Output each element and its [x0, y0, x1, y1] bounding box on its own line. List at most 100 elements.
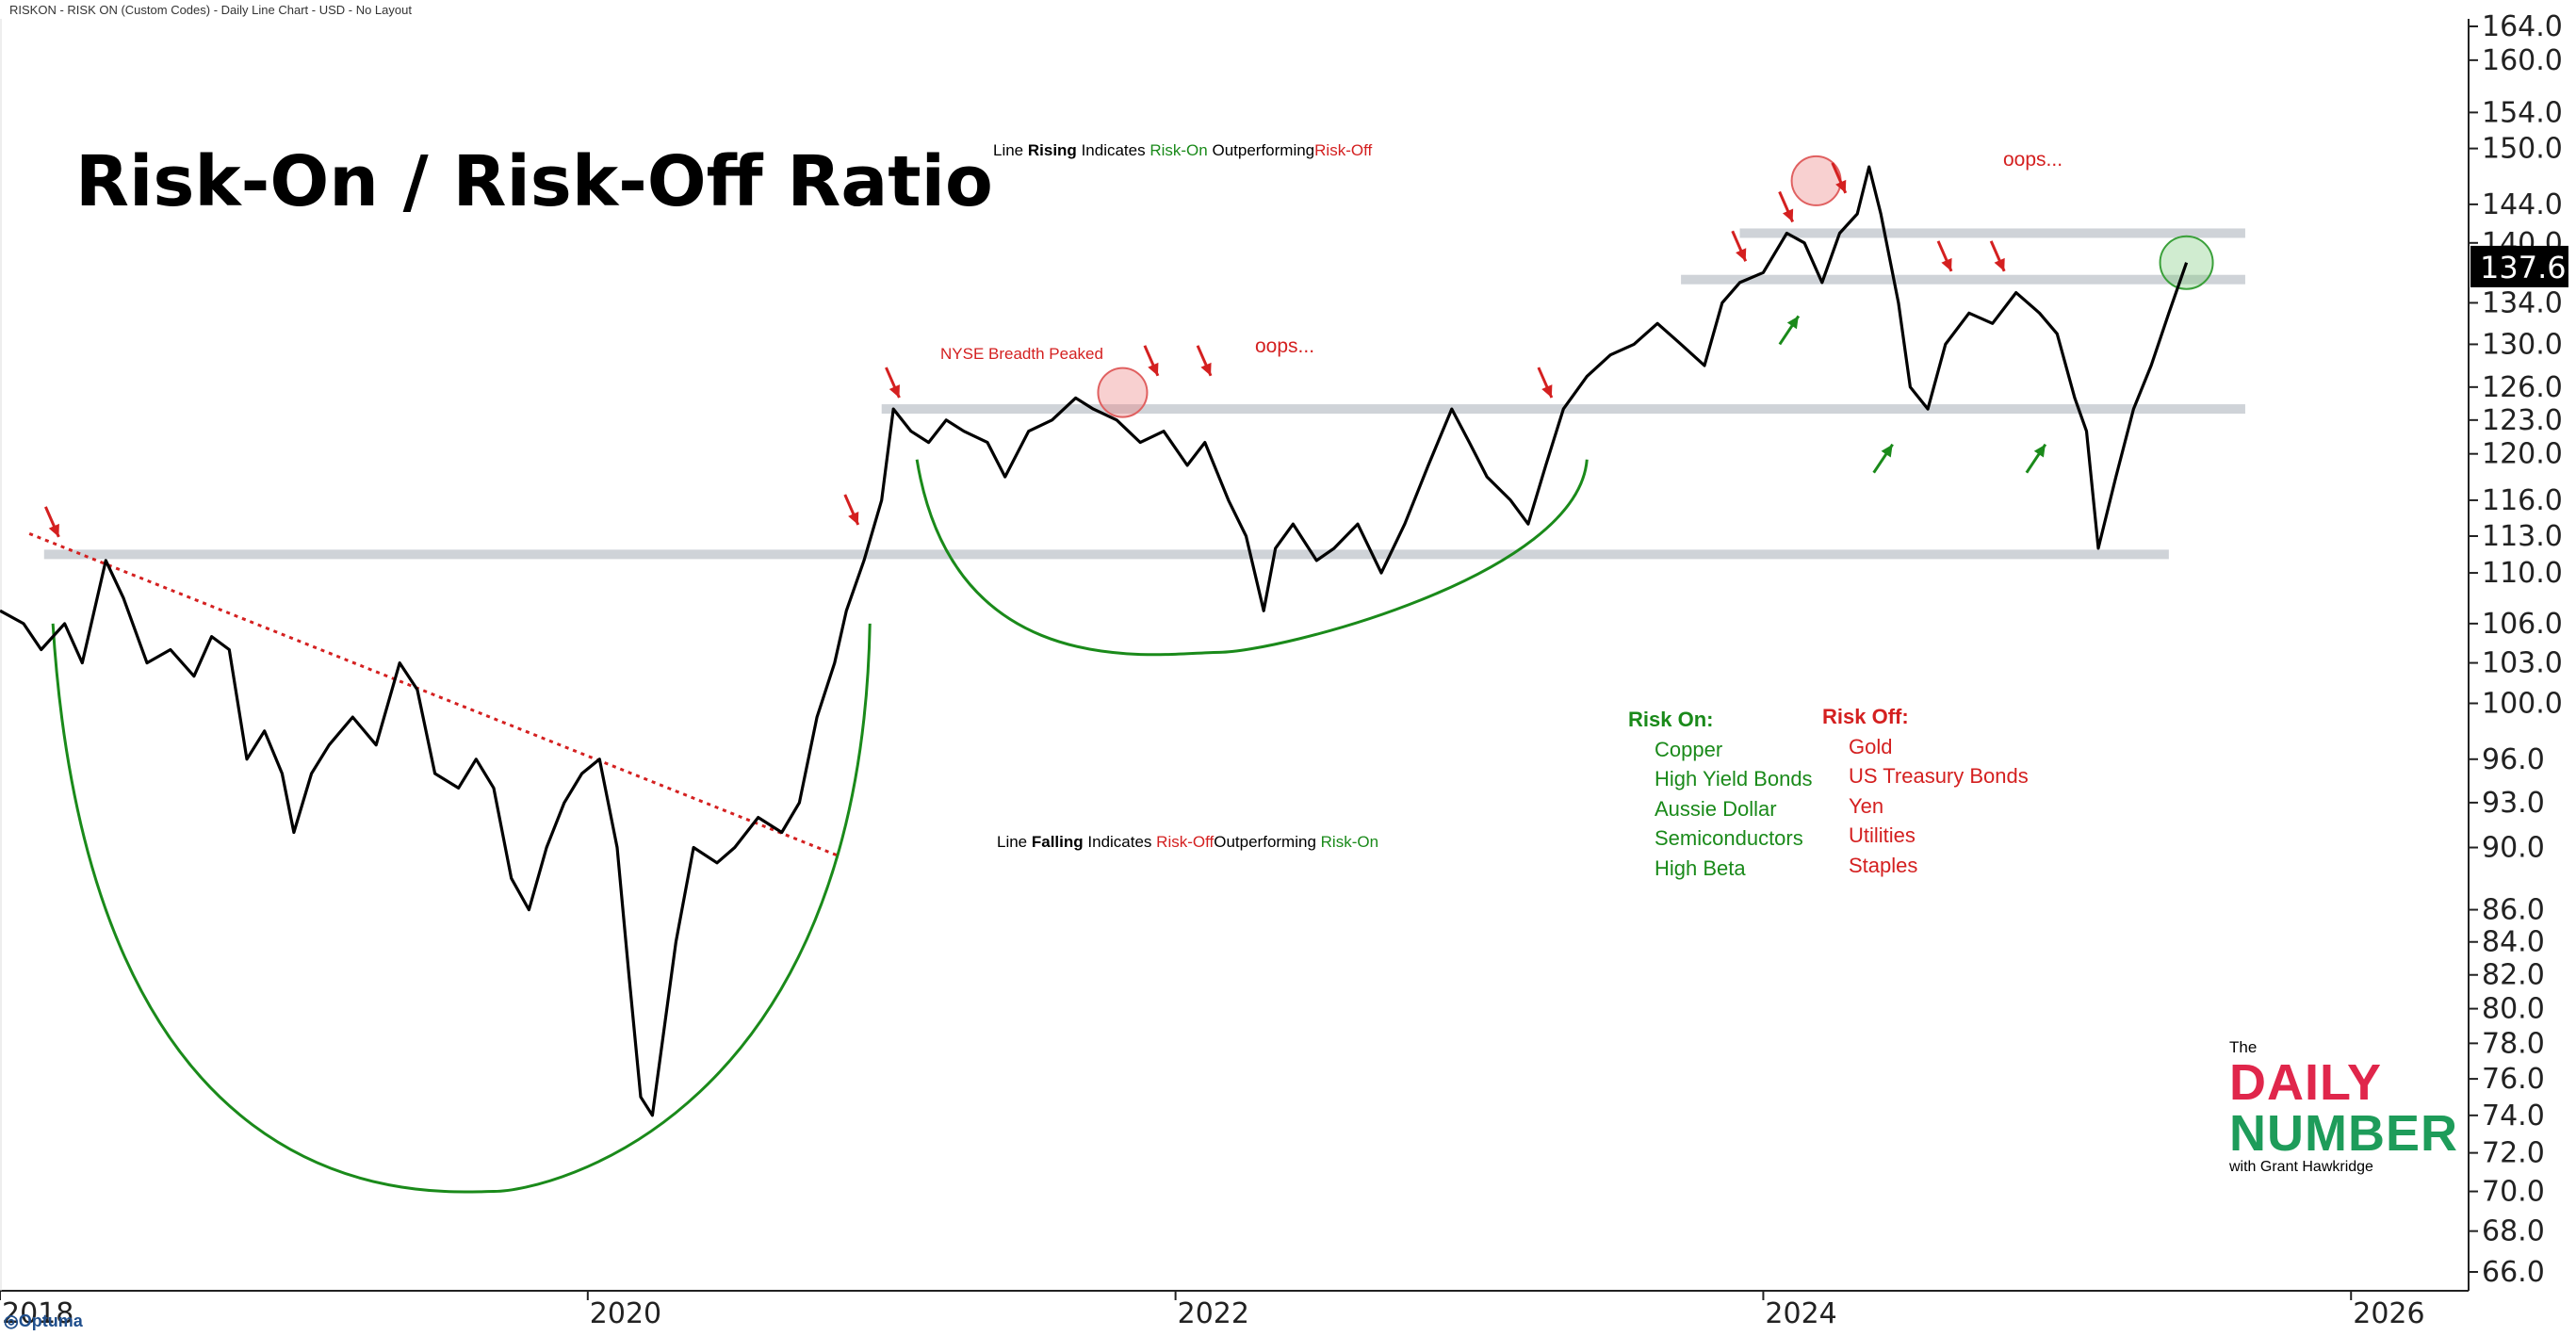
- legend-risk-on-title: Risk On:: [1628, 708, 1714, 731]
- level-band: [1739, 228, 2245, 238]
- legend-item: Utilities: [1849, 823, 1916, 847]
- page-title: Risk-On / Risk-Off Ratio: [75, 141, 993, 222]
- x-tick-label: 2026: [2353, 1297, 2424, 1330]
- note-falling-word-riskon: Risk-On: [1320, 833, 1379, 851]
- optuma-icon: ◎: [4, 1312, 19, 1330]
- red-arrow-head: [1200, 362, 1212, 376]
- red-arrow: [1989, 240, 2006, 272]
- x-axis: 2018 2020 2022 2024 2026: [0, 1291, 2425, 1330]
- nyse-breadth-annotation: NYSE Breadth Peaked: [940, 345, 1103, 363]
- y-tick-label: 76.0: [2482, 1063, 2545, 1096]
- red-arrow: [44, 506, 60, 538]
- trendline: [28, 532, 841, 858]
- note-rising-word-riskon: Risk-On: [1149, 141, 1208, 159]
- y-axis: 164.0160.0154.0150.0144.0140.0134.0130.0…: [2469, 10, 2563, 1289]
- green-arrow-head: [1881, 444, 1893, 458]
- note-falling-word-indicates: Indicates: [1087, 833, 1152, 851]
- x-tick-label: 2018: [2, 1297, 73, 1330]
- y-tick-label: 164.0: [2482, 10, 2563, 43]
- oops-label-2021: oops...: [1255, 335, 1315, 357]
- y-tick-label: 93.0: [2482, 787, 2545, 820]
- red-arrow: [1537, 367, 1554, 399]
- note-falling-word-outperforming: Outperforming: [1214, 833, 1316, 851]
- red-arrow: [1831, 162, 1848, 194]
- red-arrow-head: [48, 523, 59, 537]
- arrows-group: [44, 162, 2047, 538]
- rounding-arcs: [51, 459, 1589, 1194]
- y-tick-label: 106.0: [2482, 608, 2563, 641]
- y-tick-label: 134.0: [2482, 286, 2563, 319]
- green-arrow-head: [2033, 444, 2046, 458]
- y-tick-label: 123.0: [2482, 404, 2563, 437]
- red-arrow-head: [848, 512, 859, 525]
- rounding-arc: [915, 459, 1589, 657]
- logo-number: NUMBER: [2229, 1105, 2458, 1162]
- red-arrow: [1778, 190, 1794, 223]
- green-arrow: [2025, 443, 2047, 474]
- y-tick-label: 100.0: [2482, 688, 2563, 721]
- note-falling-word-falling: Falling: [1031, 833, 1084, 851]
- ratio-line: [0, 165, 2189, 1117]
- note-rising-word-line: Line: [993, 141, 1024, 159]
- oops-circle: [1097, 367, 1149, 418]
- red-arrow: [1731, 230, 1748, 262]
- legend-item: High Yield Bonds: [1655, 767, 1813, 790]
- note-rising: Line Rising Indicates Risk-On Outperform…: [993, 141, 1372, 160]
- red-arrow-head: [1148, 362, 1159, 376]
- legend-item: Copper: [1655, 737, 1723, 761]
- y-tick-label: 120.0: [2482, 438, 2563, 471]
- red-arrow: [843, 494, 860, 526]
- y-tick-label: 113.0: [2482, 520, 2563, 553]
- x-tick-label: 2020: [590, 1297, 661, 1330]
- x-tick-label: 2024: [1765, 1297, 1836, 1330]
- red-arrow: [1196, 345, 1213, 377]
- y-tick-label: 66.0: [2482, 1256, 2545, 1289]
- y-tick-label: 96.0: [2482, 743, 2545, 776]
- optuma-label: Optuma: [18, 1312, 83, 1330]
- red-arrow: [1936, 240, 1953, 272]
- note-falling-word-riskoff: Risk-Off: [1156, 833, 1215, 851]
- legend-item: US Treasury Bonds: [1849, 764, 2029, 788]
- note-rising-word-indicates: Indicates: [1081, 141, 1146, 159]
- red-arrow-head: [1941, 257, 1952, 271]
- red-arrow: [885, 367, 901, 399]
- y-tick-label: 84.0: [2482, 926, 2545, 959]
- legend-risk-off-title: Risk Off:: [1822, 705, 1909, 728]
- note-rising-word-rising: Rising: [1027, 141, 1077, 159]
- oops-label-2024: oops...: [2003, 149, 2063, 171]
- green-arrow-head: [1786, 316, 1799, 330]
- legend-risk-off: Risk Off: Gold US Treasury Bonds Yen Uti…: [1822, 702, 2029, 880]
- legend-item: High Beta: [1655, 855, 1746, 880]
- green-arrow: [1778, 315, 1801, 346]
- legend-risk-on: Risk On: Copper High Yield Bonds Aussie …: [1628, 705, 1813, 883]
- y-tick-label: 154.0: [2482, 96, 2563, 129]
- red-arrow-head: [1782, 208, 1794, 222]
- y-tick-label: 103.0: [2482, 647, 2563, 680]
- y-tick-label: 130.0: [2482, 328, 2563, 361]
- level-band: [43, 549, 2169, 560]
- y-tick-label: 110.0: [2482, 557, 2563, 590]
- logo-daily: DAILY: [2229, 1054, 2383, 1111]
- red-arrow-head: [1541, 384, 1553, 399]
- trendline-group: [28, 532, 841, 858]
- y-tick-label: 116.0: [2482, 484, 2563, 517]
- y-tick-label: 72.0: [2482, 1137, 2545, 1170]
- last-value-box: [2470, 245, 2568, 287]
- note-falling: Line Falling Indicates Risk-OffOutperfor…: [997, 833, 1378, 852]
- y-tick-label: 86.0: [2482, 894, 2545, 927]
- y-tick-label: 78.0: [2482, 1027, 2545, 1060]
- legend-item: Semiconductors: [1655, 826, 1803, 850]
- x-tick-label: 2022: [1178, 1297, 1249, 1330]
- y-tick-label: 144.0: [2482, 188, 2563, 221]
- y-tick-label: 80.0: [2482, 993, 2545, 1026]
- last-value-label: 137.6: [2480, 250, 2567, 285]
- note-rising-word-riskoff: Risk-Off: [1314, 141, 1373, 159]
- last-value-marker: 137.6: [2470, 245, 2568, 287]
- y-tick-label: 160.0: [2482, 44, 2563, 77]
- note-falling-word-line: Line: [997, 833, 1028, 851]
- legend-item: Yen: [1849, 793, 1884, 818]
- optuma-brand: ◎Optuma: [4, 1312, 83, 1331]
- legend-item: Staples: [1849, 853, 1918, 877]
- legend-item: Gold: [1849, 734, 1893, 758]
